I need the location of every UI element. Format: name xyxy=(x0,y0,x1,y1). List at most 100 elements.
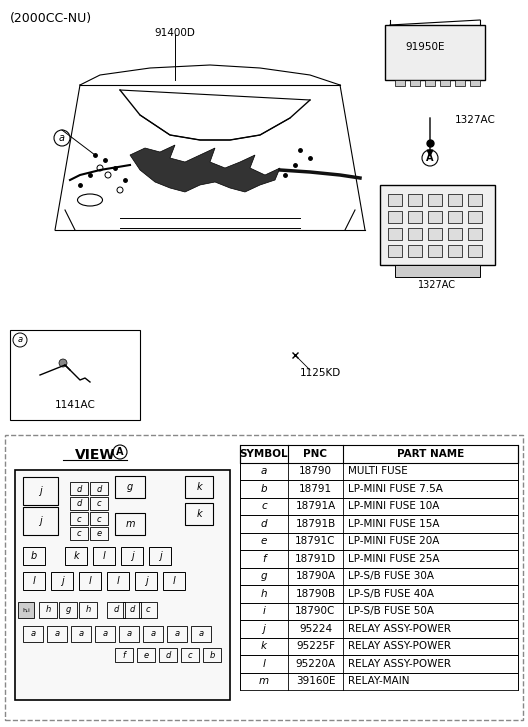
Bar xyxy=(90,527,108,540)
Text: 18790C: 18790C xyxy=(295,606,336,616)
Text: RELAY ASSY-POWER: RELAY ASSY-POWER xyxy=(348,659,451,669)
Text: k: k xyxy=(261,641,267,651)
Bar xyxy=(143,626,163,642)
Text: 91400D: 91400D xyxy=(155,28,195,38)
Bar xyxy=(70,527,88,540)
Text: 1125KD: 1125KD xyxy=(300,368,341,378)
Text: l: l xyxy=(173,576,175,586)
Bar xyxy=(47,626,67,642)
Bar xyxy=(59,602,77,618)
Bar xyxy=(23,547,45,565)
Bar xyxy=(119,626,139,642)
Text: j: j xyxy=(262,624,266,634)
Text: 18790A: 18790A xyxy=(296,571,336,582)
Text: k: k xyxy=(196,509,202,519)
Text: a: a xyxy=(261,466,267,476)
Bar xyxy=(428,245,442,257)
Bar xyxy=(240,480,518,497)
Text: c: c xyxy=(77,515,81,523)
Bar xyxy=(468,245,482,257)
Text: d: d xyxy=(261,519,267,529)
Text: VIEW: VIEW xyxy=(74,448,115,462)
Text: c: c xyxy=(261,501,267,511)
Bar xyxy=(107,602,125,618)
Bar xyxy=(115,648,133,662)
Text: d: d xyxy=(96,484,102,494)
Bar xyxy=(240,497,518,515)
Text: l: l xyxy=(262,659,266,669)
Text: PNC: PNC xyxy=(304,449,327,459)
Bar xyxy=(15,470,230,700)
Text: c: c xyxy=(187,651,192,659)
Bar xyxy=(240,638,518,655)
Text: a: a xyxy=(199,630,204,638)
Bar xyxy=(448,228,462,240)
Text: a: a xyxy=(31,630,35,638)
Bar xyxy=(39,602,57,618)
Text: j: j xyxy=(39,516,41,526)
Bar xyxy=(23,626,43,642)
Text: LP-MINI FUSE 20A: LP-MINI FUSE 20A xyxy=(348,537,439,546)
Bar xyxy=(428,211,442,223)
Text: d: d xyxy=(114,606,119,614)
Text: j: j xyxy=(145,576,147,586)
Text: j: j xyxy=(61,576,63,586)
Text: 95220A: 95220A xyxy=(296,659,336,669)
Bar xyxy=(240,550,518,568)
Text: e: e xyxy=(97,529,101,539)
Text: d: d xyxy=(129,606,135,614)
Bar xyxy=(23,507,58,535)
Text: 1141AC: 1141AC xyxy=(54,400,96,410)
Text: (2000CC-NU): (2000CC-NU) xyxy=(10,12,92,25)
Text: g: g xyxy=(261,571,267,582)
Text: LP-MINI FUSE 10A: LP-MINI FUSE 10A xyxy=(348,501,439,511)
Bar xyxy=(470,80,480,86)
Text: e: e xyxy=(261,537,267,546)
Text: l: l xyxy=(117,576,119,586)
Bar xyxy=(410,80,420,86)
Bar xyxy=(240,672,518,690)
Text: 95224: 95224 xyxy=(299,624,332,634)
Bar xyxy=(185,503,213,525)
FancyBboxPatch shape xyxy=(385,25,485,80)
Bar xyxy=(240,603,518,620)
Bar xyxy=(93,547,115,565)
Bar xyxy=(395,80,405,86)
Bar xyxy=(240,568,518,585)
Text: 39160E: 39160E xyxy=(296,676,335,686)
Text: b: b xyxy=(209,651,215,659)
Bar xyxy=(95,626,115,642)
Bar xyxy=(159,648,177,662)
Bar xyxy=(139,602,157,618)
Bar xyxy=(107,572,129,590)
Bar xyxy=(425,80,435,86)
Text: h: h xyxy=(261,589,267,599)
Text: a: a xyxy=(174,630,180,638)
Text: g: g xyxy=(65,606,71,614)
Bar xyxy=(240,532,518,550)
Bar xyxy=(203,648,221,662)
Text: 18791: 18791 xyxy=(299,483,332,494)
Text: f: f xyxy=(262,554,266,563)
Bar xyxy=(388,228,402,240)
Text: a: a xyxy=(54,630,60,638)
Text: 18791B: 18791B xyxy=(295,519,336,529)
Bar xyxy=(23,572,45,590)
Bar xyxy=(448,211,462,223)
Bar xyxy=(468,211,482,223)
Bar xyxy=(455,80,465,86)
Bar xyxy=(428,228,442,240)
Text: j: j xyxy=(39,486,41,496)
FancyBboxPatch shape xyxy=(380,185,495,265)
Bar xyxy=(181,648,199,662)
Text: MULTI FUSE: MULTI FUSE xyxy=(348,466,408,476)
Bar xyxy=(408,211,422,223)
Text: j: j xyxy=(158,551,162,561)
Bar xyxy=(240,462,518,480)
Text: c: c xyxy=(97,515,101,523)
Bar xyxy=(79,602,97,618)
Bar xyxy=(440,80,450,86)
Bar xyxy=(468,194,482,206)
Text: m: m xyxy=(125,519,135,529)
Bar xyxy=(191,626,211,642)
